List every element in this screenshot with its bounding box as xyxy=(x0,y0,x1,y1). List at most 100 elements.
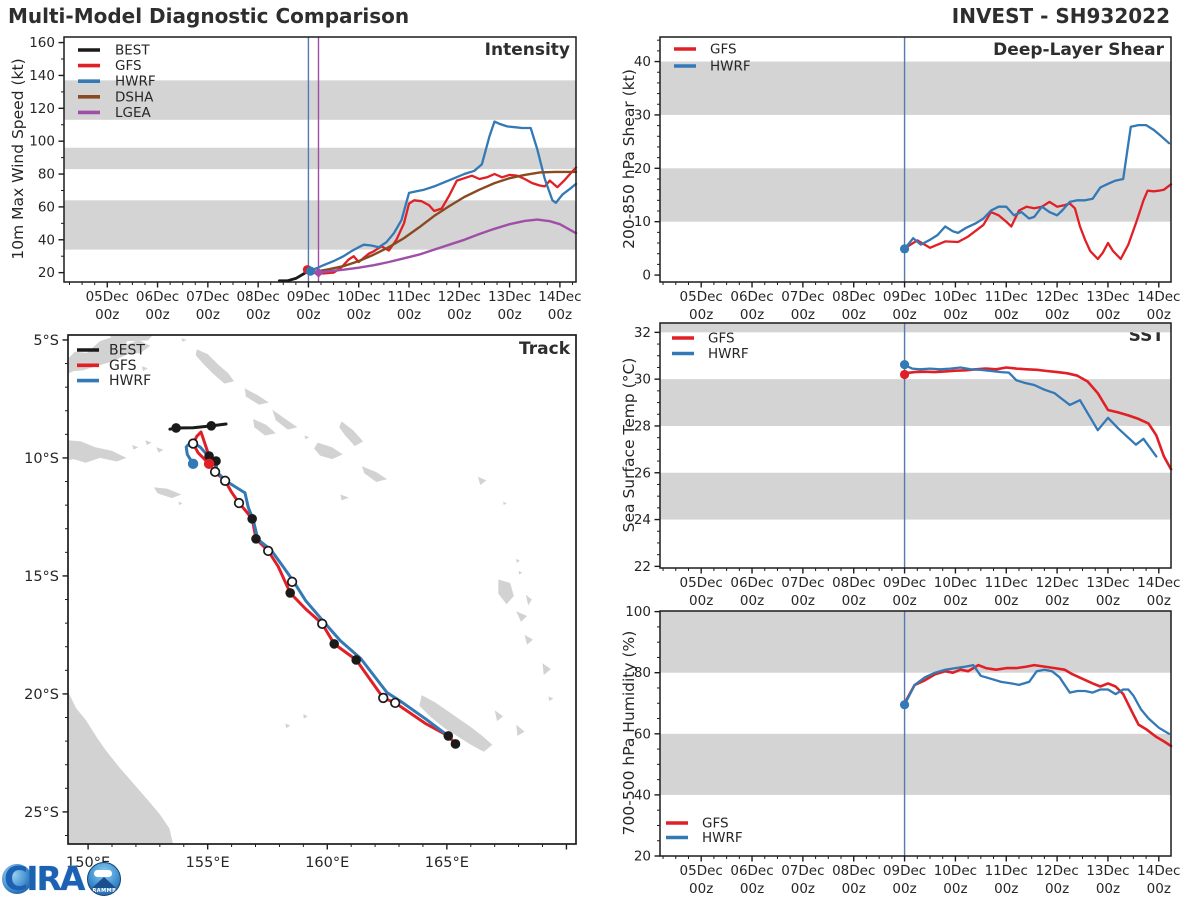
x-tick-hour: 00z xyxy=(740,881,764,897)
series-dsha xyxy=(313,170,578,273)
x-tick-hour: 00z xyxy=(892,593,916,609)
x-tick-hour: 00z xyxy=(1096,593,1120,609)
x-tick-hour: 00z xyxy=(791,307,815,323)
y-tick-label: 40 xyxy=(634,787,651,803)
x-tick-date: 06Dec xyxy=(730,863,773,879)
landmass xyxy=(516,611,527,622)
x-tick-date: 13Dec xyxy=(1086,575,1129,591)
landmass xyxy=(494,710,504,722)
x-tick-date: 11Dec xyxy=(985,289,1028,305)
y-tick-label: 160 xyxy=(29,35,55,51)
landmass xyxy=(145,440,152,445)
x-tick-date: 13Dec xyxy=(1086,863,1129,879)
x-tick-date: 10Dec xyxy=(337,289,380,305)
track-start-dot xyxy=(203,458,215,470)
x-tick-hour: 00z xyxy=(1147,593,1171,609)
landmass xyxy=(361,466,388,482)
landmass xyxy=(419,695,493,752)
x-tick-hour: 00z xyxy=(1147,307,1171,323)
track-marker-filled xyxy=(251,534,261,544)
y-tick-label: 140 xyxy=(29,68,55,84)
y-tick-label: 20 xyxy=(38,265,55,281)
x-tick-date: 09Dec xyxy=(883,289,926,305)
lat-tick-label: 25°S xyxy=(24,805,59,821)
x-tick-hour: 00z xyxy=(246,307,270,323)
series-gfs xyxy=(903,366,1173,471)
shaded-band xyxy=(64,147,576,170)
rammb-badge-icon: RAMMB xyxy=(87,862,122,896)
x-tick-hour: 00z xyxy=(943,307,967,323)
y-tick-label: 100 xyxy=(625,604,651,620)
x-tick-date: 10Dec xyxy=(934,289,977,305)
x-tick-date: 12Dec xyxy=(438,289,481,305)
legend-label-gfs: GFS xyxy=(702,816,729,832)
shaded-band xyxy=(64,200,576,250)
x-tick-date: 05Dec xyxy=(86,289,129,305)
axes-frame xyxy=(63,36,577,283)
y-tick-label: 10 xyxy=(634,214,651,230)
landmass xyxy=(156,447,164,453)
series-gfs xyxy=(903,663,1173,748)
panel-rh: 05Dec 00z 06Dec 00z 07Dec 00z 08Dec 00z 09Dec 00z… xyxy=(625,604,1180,897)
main-title: Multi-Model Diagnostic Comparison xyxy=(8,4,410,28)
x-tick-date: 07Dec xyxy=(186,289,229,305)
x-tick-date: 06Dec xyxy=(136,289,179,305)
landmass xyxy=(285,723,291,729)
landmass xyxy=(548,696,554,701)
lon-tick-label: 155°E xyxy=(186,855,230,871)
x-tick-date: 08Dec xyxy=(832,289,875,305)
landmass xyxy=(340,494,349,501)
lon-tick-label: 165°E xyxy=(425,855,469,871)
legend-label-gfs: GFS xyxy=(109,358,137,374)
x-tick-date: 06Dec xyxy=(730,289,773,305)
landmass xyxy=(141,366,148,372)
x-tick-hour: 00z xyxy=(740,593,764,609)
legend-label-gfs: GFS xyxy=(708,331,735,347)
x-tick-date: 08Dec xyxy=(236,289,279,305)
start-dot xyxy=(899,360,910,370)
track-start-dot xyxy=(187,458,199,470)
x-tick-hour: 00z xyxy=(497,307,521,323)
x-tick-hour: 00z xyxy=(842,307,866,323)
track-marker-filled xyxy=(450,739,461,749)
landmass xyxy=(503,501,507,506)
track-marker-filled xyxy=(329,639,339,649)
x-tick-hour: 00z xyxy=(943,593,967,609)
landmass xyxy=(178,501,183,506)
x-tick-hour: 00z xyxy=(397,307,421,323)
landmass xyxy=(253,419,276,436)
shaded-band xyxy=(660,472,1171,520)
x-tick-date: 13Dec xyxy=(1086,289,1129,305)
y-tick-label: 30 xyxy=(634,372,651,388)
x-tick-date: 14Dec xyxy=(1137,289,1180,305)
landmass xyxy=(498,579,514,605)
x-tick-date: 05Dec xyxy=(680,289,723,305)
x-tick-hour: 00z xyxy=(548,307,572,323)
shaded-band xyxy=(660,611,1171,673)
x-tick-hour: 00z xyxy=(842,881,866,897)
shaded-band xyxy=(660,168,1171,222)
track-marker-open xyxy=(263,545,274,557)
legend-label-hwrf: HWRF xyxy=(710,59,751,75)
map-frame xyxy=(67,334,577,845)
shaded-band xyxy=(64,80,576,120)
shaded-band xyxy=(660,61,1171,115)
landmass xyxy=(153,487,182,499)
landmass xyxy=(132,445,139,450)
x-tick-hour: 00z xyxy=(689,307,713,323)
start-dot xyxy=(899,369,910,380)
x-tick-hour: 00z xyxy=(994,881,1018,897)
landmass xyxy=(303,714,308,719)
series-lgea xyxy=(313,218,578,274)
y-tick-label: 80 xyxy=(634,665,651,681)
x-tick-date: 05Dec xyxy=(680,575,723,591)
x-tick-hour: 00z xyxy=(447,307,471,323)
landmass xyxy=(524,634,533,645)
x-tick-hour: 00z xyxy=(689,881,713,897)
x-tick-hour: 00z xyxy=(95,307,119,323)
track-marker-filled xyxy=(443,731,454,741)
track-marker-open xyxy=(317,618,328,629)
landmass xyxy=(314,442,343,460)
track-hwrf xyxy=(184,441,450,738)
track-marker-open xyxy=(187,438,199,449)
